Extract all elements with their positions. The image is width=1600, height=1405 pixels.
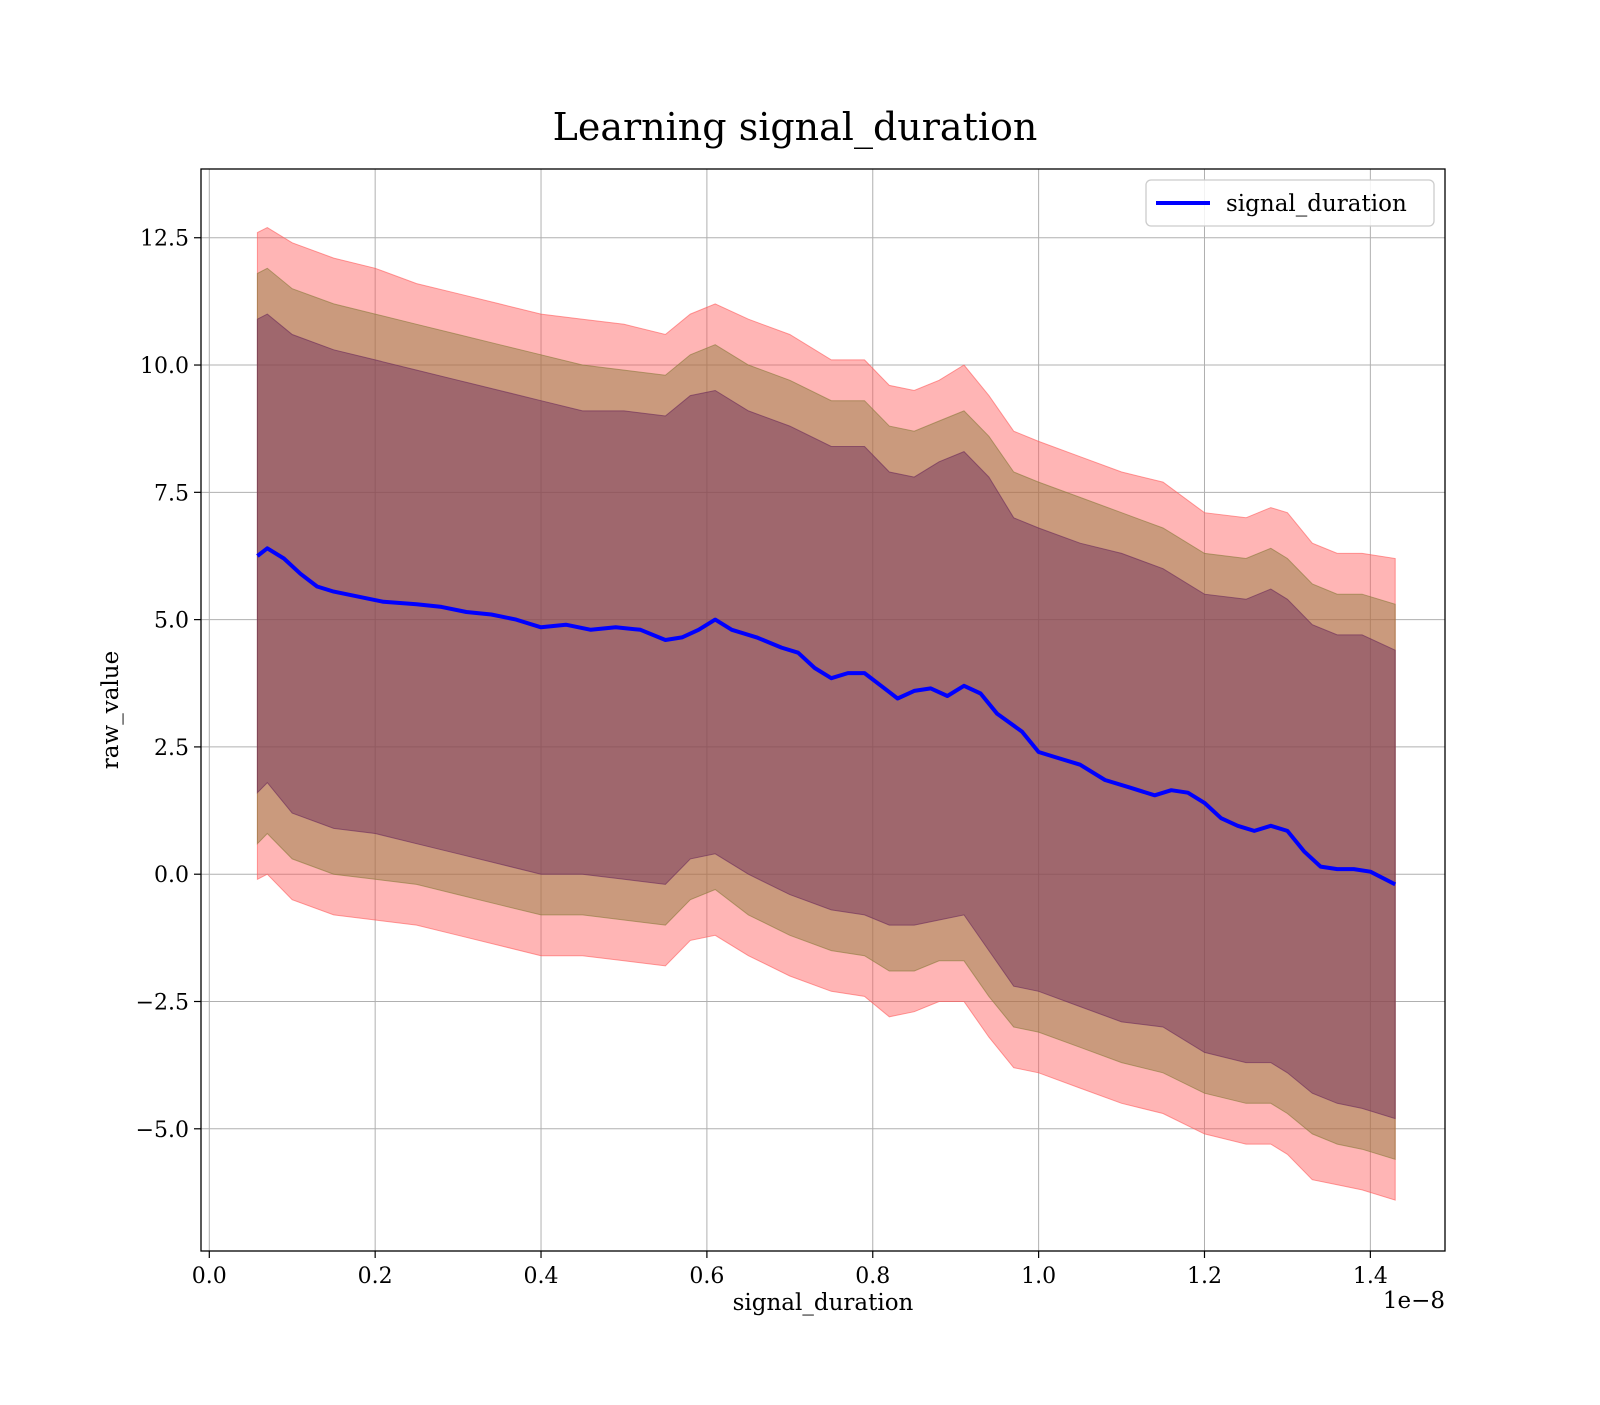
series-line-0 bbox=[256, 546, 1397, 887]
x-tick-label: 1.2 bbox=[1187, 1264, 1222, 1289]
y-tick-label: 10.0 bbox=[140, 354, 189, 379]
x-axis-offset-label: 1e−8 bbox=[1383, 1288, 1445, 1314]
x-tick-label: 0.0 bbox=[192, 1264, 227, 1289]
confidence-band-2 bbox=[256, 313, 1396, 1120]
x-tick-label: 1.0 bbox=[1021, 1264, 1056, 1289]
legend-box bbox=[1145, 179, 1435, 227]
x-tick-label: 0.2 bbox=[358, 1264, 393, 1289]
x-tick-label: 0.4 bbox=[524, 1264, 559, 1289]
grid-lines bbox=[201, 169, 1445, 1251]
chart-title: Learning signal_duration bbox=[553, 105, 1038, 150]
y-tick-label: 0.0 bbox=[154, 863, 189, 888]
y-tick-label: 2.5 bbox=[154, 736, 189, 761]
y-tick-label: 7.5 bbox=[154, 481, 189, 506]
confidence-band-1 bbox=[256, 267, 1396, 1160]
y-tick-label: −5.0 bbox=[136, 1118, 189, 1143]
x-axis-ticks: 0.0 0.2 0.4 0.6 0.8 1.0 1.2 1.4 bbox=[192, 1251, 1388, 1289]
legend: signal_duration bbox=[1145, 179, 1435, 227]
x-axis-label: signal_duration bbox=[733, 1290, 914, 1316]
x-tick-label: 1.4 bbox=[1353, 1264, 1388, 1289]
x-tick-label: 0.8 bbox=[855, 1264, 890, 1289]
plot-frame bbox=[200, 168, 1446, 1252]
y-tick-label: 12.5 bbox=[140, 227, 189, 252]
x-tick-label: 0.6 bbox=[689, 1264, 724, 1289]
legend-entry-label: signal_duration bbox=[1226, 191, 1407, 217]
y-tick-label: 5.0 bbox=[154, 609, 189, 634]
y-axis-label: raw_value bbox=[98, 651, 124, 769]
y-tick-label: −2.5 bbox=[136, 991, 189, 1016]
confidence-bands bbox=[256, 227, 1396, 1201]
y-axis-ticks: 12.5 10.0 7.5 5.0 2.5 0.0 −2.5 −5.0 bbox=[136, 227, 201, 1143]
series-lines bbox=[256, 546, 1397, 887]
confidence-band-0 bbox=[256, 227, 1396, 1201]
